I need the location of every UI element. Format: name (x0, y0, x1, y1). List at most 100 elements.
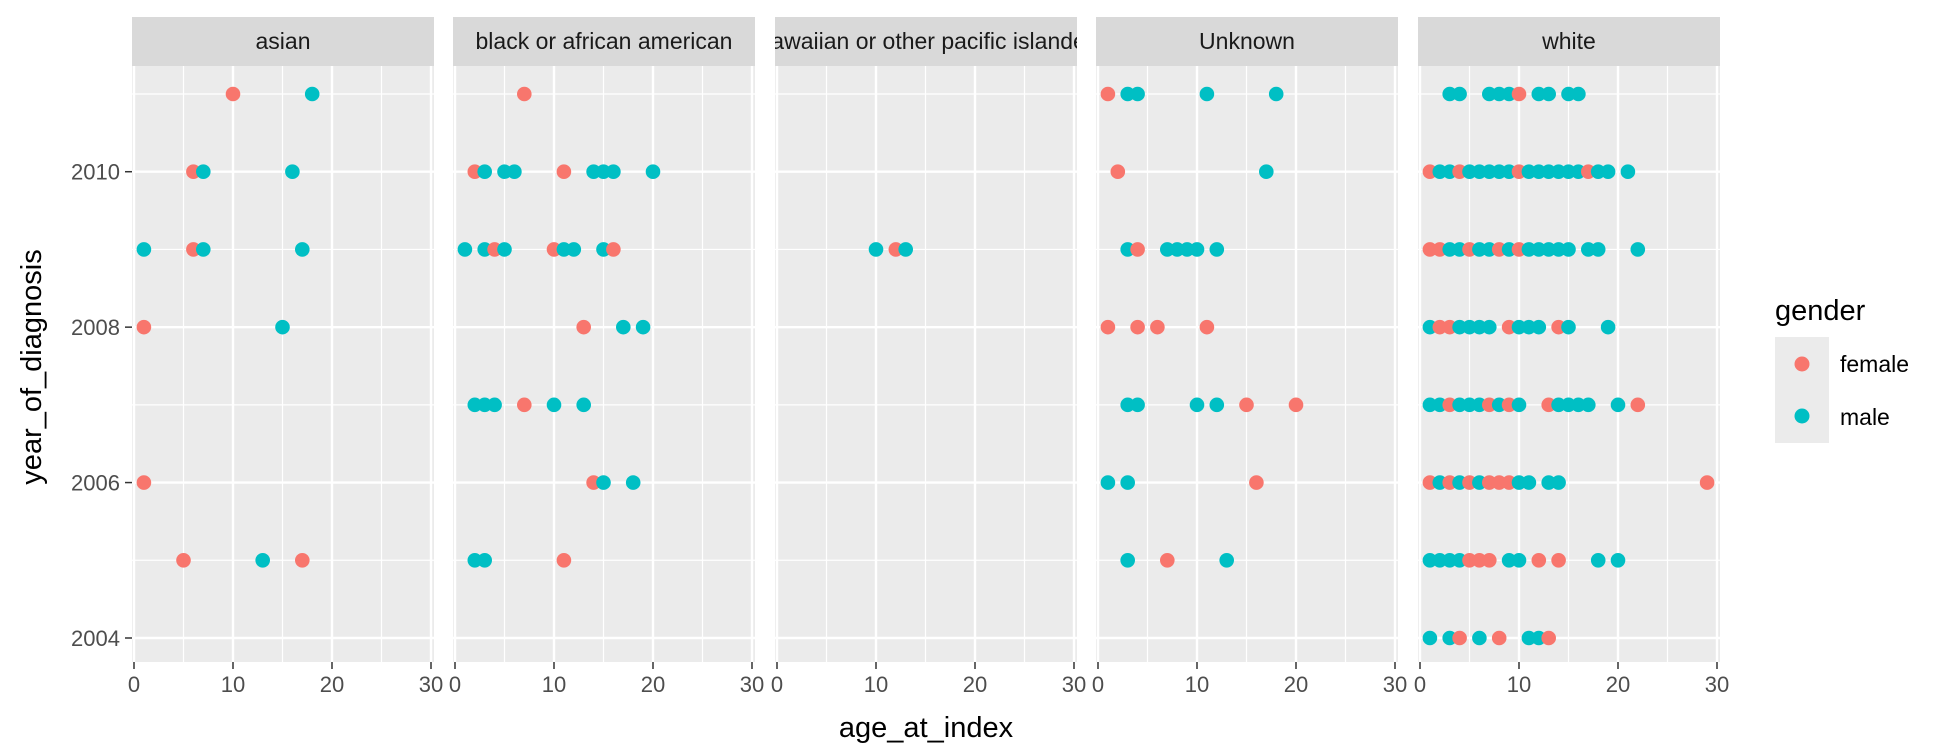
facet-strip (1096, 17, 1398, 66)
legend-title: gender (1775, 295, 1866, 327)
data-point-male (295, 242, 310, 257)
x-tick-label: 0 (1414, 672, 1426, 697)
data-point-male (1551, 475, 1566, 490)
data-point-male (1541, 86, 1556, 102)
data-point-female (606, 242, 621, 257)
data-point-male (136, 242, 152, 257)
data-point-female (225, 86, 241, 102)
data-point-male (1100, 475, 1116, 490)
data-point-male (1130, 397, 1145, 413)
data-point-male (1120, 475, 1135, 490)
data-point-male (1511, 552, 1527, 568)
data-point-female (1100, 319, 1116, 335)
x-tick-label: 10 (221, 672, 245, 697)
data-point-male (507, 164, 522, 180)
data-point-female (1452, 630, 1467, 646)
data-point-male (1268, 86, 1284, 102)
x-tick-label: 30 (740, 672, 764, 697)
data-point-male (576, 397, 591, 413)
data-point-male (1422, 630, 1438, 646)
data-point-male (1130, 86, 1145, 102)
y-tick-label: 2006 (71, 471, 120, 496)
data-point-male (645, 164, 661, 180)
facet-white: white 0 10 20 30 (1414, 17, 1729, 697)
data-point-male (606, 164, 621, 180)
x-tick-label: 0 (771, 672, 783, 697)
data-point-female (1541, 630, 1556, 646)
data-point-female (136, 319, 152, 335)
facet-panels: asian 0 10 20 30 black or african american 0 10… (71, 17, 1729, 697)
facet-strip (775, 17, 1077, 66)
facet-strip (1418, 17, 1720, 66)
data-point-male (1209, 397, 1225, 413)
facet-asian: asian 0 10 20 30 (128, 17, 443, 697)
x-axis-title: age_at_index (839, 712, 1014, 744)
data-point-male (255, 552, 270, 568)
data-point-male (1620, 164, 1636, 180)
data-point-male (487, 397, 502, 413)
data-point-male (1120, 552, 1135, 568)
data-point-male (497, 242, 512, 257)
legend: gender female male (1775, 295, 1909, 443)
facet-strip-label: asian (256, 28, 311, 54)
x-tick-label: 0 (1092, 672, 1104, 697)
data-point-male (635, 319, 651, 335)
data-point-female (1239, 397, 1254, 413)
legend-key-male (1794, 408, 1810, 424)
data-point-male (1482, 319, 1497, 335)
facet-unknown: Unknown 0 10 20 30 (1092, 17, 1407, 697)
x-tick-label: 10 (1507, 672, 1531, 697)
x-tick-label: 0 (449, 672, 461, 697)
data-point-female (1551, 552, 1566, 568)
data-point-male (868, 242, 884, 257)
facet-black-or-african-american: black or african american 0 10 20 30 (449, 17, 764, 697)
data-point-male (1561, 242, 1576, 257)
data-point-male (285, 164, 300, 180)
data-point-male (1511, 397, 1527, 413)
x-tick-label: 20 (1606, 672, 1630, 697)
x-tick-label: 20 (963, 672, 987, 697)
data-point-female (1160, 552, 1175, 568)
legend-label-female: female (1840, 351, 1909, 377)
x-tick-label: 10 (864, 672, 888, 697)
data-point-male (1610, 552, 1626, 568)
data-point-female (556, 164, 572, 180)
data-point-male (304, 86, 320, 102)
data-point-female (1199, 319, 1215, 335)
facet-strip-label: white (1541, 28, 1596, 54)
y-tick-label: 2008 (71, 315, 120, 340)
data-point-female (1130, 319, 1145, 335)
data-point-male (1581, 397, 1596, 413)
data-point-male (1521, 475, 1537, 490)
data-point-male (898, 242, 913, 257)
data-point-female (517, 397, 532, 413)
data-point-male (1561, 319, 1576, 335)
data-point-female (1511, 86, 1527, 102)
data-point-male (1199, 86, 1215, 102)
data-point-male (1600, 164, 1616, 180)
data-point-female (1100, 86, 1116, 102)
data-point-female (556, 552, 572, 568)
x-tick-label: 20 (320, 672, 344, 697)
facet-strip-label: hawaiian or other pacific islander (759, 28, 1094, 54)
legend-key-female (1794, 356, 1810, 372)
data-point-male (196, 164, 211, 180)
data-point-male (1259, 164, 1274, 180)
data-point-female (1110, 164, 1126, 180)
data-point-female (1699, 475, 1715, 490)
data-point-male (616, 319, 631, 335)
y-tick-label: 2004 (71, 626, 120, 651)
data-point-male (1189, 397, 1205, 413)
x-tick-label: 10 (542, 672, 566, 697)
data-point-male (1571, 86, 1586, 102)
data-point-male (1209, 242, 1225, 257)
data-point-male (477, 164, 493, 180)
y-tick-label: 2010 (71, 160, 120, 185)
x-tick-label: 0 (128, 672, 140, 697)
data-point-female (1482, 552, 1497, 568)
data-point-male (1531, 319, 1547, 335)
data-point-male (196, 242, 211, 257)
data-point-male (275, 319, 290, 335)
facet-strip-label: black or african american (476, 28, 733, 54)
x-tick-label: 30 (1383, 672, 1407, 697)
